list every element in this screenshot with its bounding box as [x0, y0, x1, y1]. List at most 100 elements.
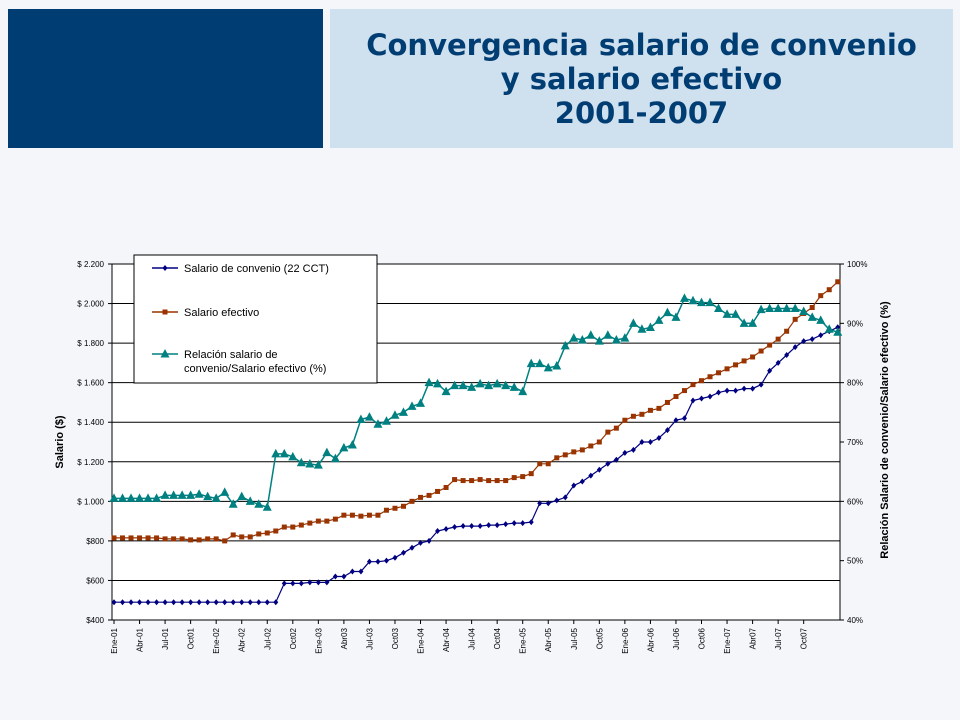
data-point [560, 340, 570, 350]
data-point [503, 521, 509, 528]
data-point [356, 414, 366, 423]
y2-tick-label: 50% [847, 557, 863, 566]
data-point [688, 295, 698, 305]
data-point [203, 491, 213, 501]
data-point [154, 599, 160, 606]
data-point [315, 518, 321, 524]
data-point [705, 297, 715, 307]
data-point [247, 534, 253, 540]
data-point [724, 387, 730, 394]
legend-marker [162, 265, 168, 271]
x-tick-label: Abr-02 [238, 627, 247, 652]
data-point [784, 328, 790, 334]
data-point [554, 497, 560, 504]
data-point [545, 500, 551, 507]
data-point [639, 439, 645, 445]
data-point [443, 484, 449, 490]
data-point [620, 333, 630, 342]
x-tick-label: Abr-04 [442, 627, 451, 652]
legend-box [133, 254, 378, 384]
data-point [679, 293, 689, 302]
data-point [681, 415, 687, 422]
x-tick-label: Ene-07 [723, 627, 732, 653]
data-point [118, 493, 128, 502]
data-point [656, 435, 662, 442]
data-point [503, 478, 509, 484]
data-point [418, 494, 424, 500]
data-point [528, 471, 534, 477]
data-point [673, 417, 679, 424]
y2-tick-label: 70% [847, 438, 863, 447]
data-point [179, 536, 185, 542]
data-point [520, 520, 526, 527]
title-line-3: 2001-2007 [554, 95, 729, 130]
data-point [128, 535, 134, 541]
data-point [435, 488, 441, 494]
data-point [486, 522, 492, 529]
data-point [196, 537, 202, 543]
data-point [188, 537, 194, 543]
x-tick-label: Ene-02 [212, 627, 221, 653]
data-point [375, 512, 381, 518]
data-point [707, 393, 713, 400]
data-point [111, 599, 117, 606]
data-point [452, 477, 458, 483]
y2-tick-label: 90% [847, 319, 863, 328]
data-point [528, 519, 534, 526]
data-point [313, 460, 323, 469]
data-point [222, 599, 228, 606]
data-point [205, 599, 211, 606]
data-point [809, 305, 815, 311]
legend-label: Relación salario de [184, 349, 278, 361]
x-tick-label: Abr07 [749, 627, 758, 649]
data-point [835, 279, 841, 285]
data-point [697, 297, 707, 307]
y2-tick-label: 100% [847, 260, 867, 269]
legend-label: convenio/Salario efectivo (%) [184, 363, 326, 375]
data-point [690, 382, 696, 388]
data-point [748, 318, 758, 327]
data-point [143, 493, 153, 502]
x-tick-label: Abr-05 [544, 627, 553, 652]
data-point [639, 411, 645, 417]
data-point [722, 309, 732, 318]
data-point [699, 378, 705, 384]
data-point [230, 532, 236, 538]
data-point [400, 503, 406, 509]
data-point [188, 599, 194, 606]
header-decoration-block [8, 9, 323, 148]
data-point [162, 599, 168, 606]
x-tick-label: Jul-07 [774, 627, 783, 649]
data-point [662, 307, 672, 317]
data-point [809, 336, 815, 343]
data-point [630, 413, 636, 419]
x-tick-label: Oct01 [187, 627, 196, 649]
data-point [179, 599, 185, 606]
data-point [109, 493, 119, 502]
data-point [433, 378, 443, 388]
data-point [135, 493, 145, 502]
data-point [460, 478, 466, 484]
data-point [818, 332, 824, 339]
x-tick-label: Jul-05 [570, 627, 579, 649]
data-point [758, 381, 764, 388]
data-point [775, 336, 781, 342]
x-tick-label: Ene-05 [519, 627, 528, 653]
x-tick-label: Abr-01 [136, 627, 145, 652]
data-point [358, 568, 364, 575]
y-tick-label: $ 2.000 [77, 300, 104, 309]
data-point [671, 312, 681, 321]
legend-marker [160, 349, 170, 358]
data-point [196, 599, 202, 606]
data-point [773, 303, 783, 312]
data-point [349, 568, 355, 575]
data-point [271, 448, 281, 458]
x-tick-label: Jul-03 [365, 627, 374, 649]
data-point [120, 535, 126, 541]
data-point [494, 522, 500, 529]
data-point [554, 455, 560, 461]
data-point [765, 303, 775, 312]
x-tick-label: Oct03 [391, 627, 400, 649]
data-point [305, 458, 315, 468]
data-point [307, 520, 313, 526]
